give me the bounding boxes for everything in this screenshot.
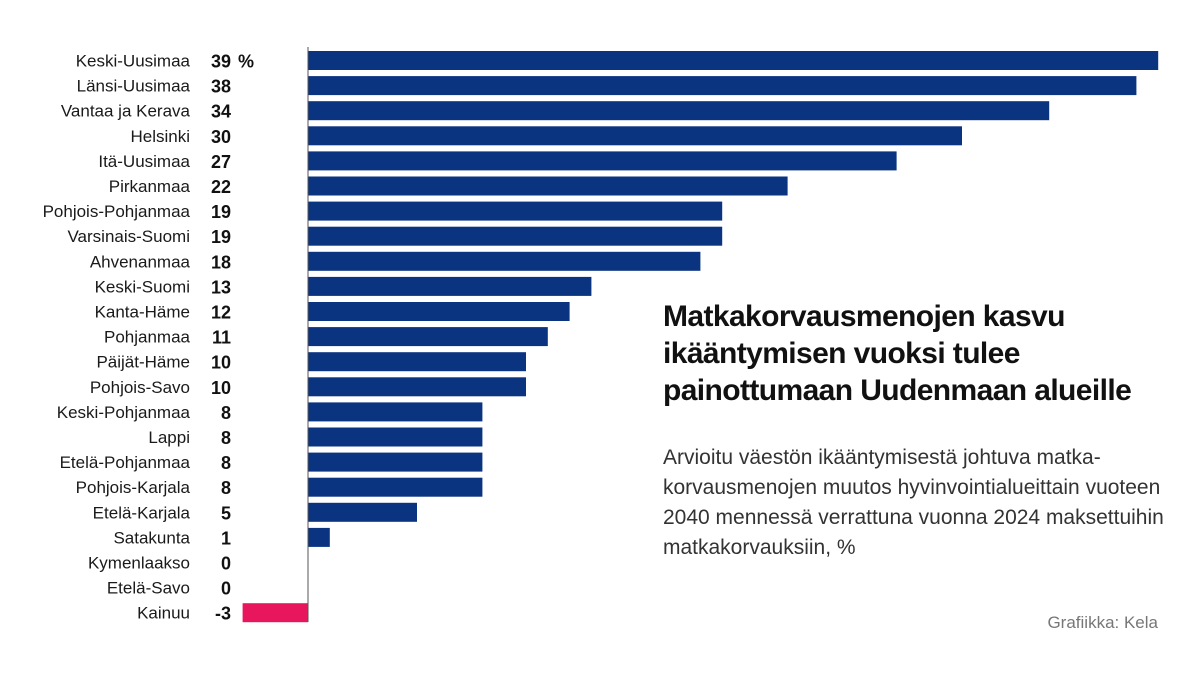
bar <box>308 176 788 196</box>
value-label: 10 <box>211 378 231 398</box>
category-label: Keski-Suomi <box>95 277 190 296</box>
category-label: Pohjois-Savo <box>90 378 190 397</box>
bar <box>308 302 570 321</box>
value-label: 8 <box>221 453 231 473</box>
category-label: Varsinais-Suomi <box>67 227 190 246</box>
value-label: 11 <box>212 328 231 348</box>
chart-title: Matkakorvausmenojen kasvu ikääntymisen v… <box>663 300 1132 407</box>
value-label: 8 <box>221 428 231 448</box>
bar <box>308 327 548 347</box>
category-label: Etelä-Karjala <box>93 503 191 522</box>
value-label: 22 <box>211 177 231 197</box>
value-label: 27 <box>211 152 231 172</box>
category-labels: Keski-Uusimaa Länsi-Uusimaa Vantaa ja Kera… <box>43 52 191 623</box>
category-label: Ahvenanmaa <box>90 252 191 271</box>
category-label: Helsinki <box>130 127 190 146</box>
value-label: 34 <box>211 102 231 122</box>
category-label: Etelä-Savo <box>107 579 190 598</box>
category-label: Keski-Uusimaa <box>76 52 191 71</box>
category-label: Satakunta <box>113 528 190 547</box>
graphic-credit: Grafiikka: Kela <box>1047 613 1158 632</box>
bars-group <box>242 51 1159 623</box>
category-label: Itä-Uusimaa <box>98 152 190 171</box>
bar <box>308 402 483 422</box>
value-label: 10 <box>211 353 231 373</box>
value-label: 19 <box>211 227 231 247</box>
bar <box>308 126 962 146</box>
category-label: Päijät-Häme <box>96 353 190 372</box>
value-label: 5 <box>221 503 231 523</box>
value-label: 0 <box>221 554 231 574</box>
value-label: 12 <box>211 303 231 323</box>
category-label: Vantaa ja Kerava <box>61 102 191 121</box>
bar <box>308 527 330 547</box>
bar <box>308 427 483 447</box>
bar <box>308 101 1050 121</box>
value-label: 0 <box>221 579 231 599</box>
bar <box>308 377 526 397</box>
category-label: Pohjois-Karjala <box>76 478 191 497</box>
category-label: Etelä-Pohjanmaa <box>60 453 191 472</box>
category-label: Pirkanmaa <box>109 177 191 196</box>
bar <box>308 201 723 221</box>
bar <box>308 51 1159 70</box>
category-label: Kymenlaakso <box>88 554 190 573</box>
category-label: Pohjanmaa <box>104 328 191 347</box>
bar <box>242 603 308 623</box>
value-label: 13 <box>211 277 231 297</box>
value-label: 38 <box>211 77 231 97</box>
category-label: Kainuu <box>137 604 190 623</box>
unit-label: % <box>238 52 254 72</box>
value-label: -3 <box>215 604 231 624</box>
bar <box>308 276 592 296</box>
category-label: Keski-Pohjanmaa <box>57 403 191 422</box>
bar <box>308 477 483 497</box>
value-label: 19 <box>211 202 231 222</box>
category-label: Lappi <box>148 428 190 447</box>
category-label: Länsi-Uusimaa <box>77 77 191 96</box>
chart-subtitle: Arvioitu väestön ikääntymisestä johtuva … <box>663 446 1164 559</box>
bar <box>308 226 723 246</box>
category-label: Kanta-Häme <box>95 303 190 322</box>
value-label: 18 <box>211 252 231 272</box>
value-label: 30 <box>211 127 231 147</box>
category-label: Pohjois-Pohjanmaa <box>43 202 191 221</box>
bar <box>308 151 897 171</box>
value-label: 8 <box>221 403 231 423</box>
bar <box>308 452 483 472</box>
value-label: 1 <box>221 528 231 548</box>
value-label: 39 <box>211 52 231 72</box>
bar <box>308 502 417 522</box>
bar <box>308 251 701 271</box>
value-label: 8 <box>221 478 231 498</box>
bar <box>308 76 1137 96</box>
bar <box>308 352 526 372</box>
